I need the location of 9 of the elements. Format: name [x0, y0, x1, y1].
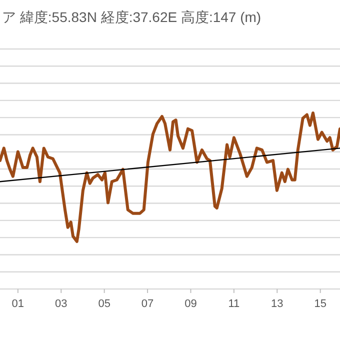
chart-title: ア 緯度:55.83N 経度:37.62E 高度:147 (m) — [2, 9, 262, 25]
x-tick-label: 13 — [271, 298, 284, 310]
x-tick-label: 01 — [12, 298, 24, 310]
x-tick-label: 15 — [314, 298, 326, 310]
x-tick-label: 11 — [228, 298, 240, 310]
x-tick-label: 03 — [55, 298, 68, 310]
x-tick-label: 09 — [184, 298, 197, 310]
x-tick-label: 07 — [141, 298, 154, 310]
x-tick-label: 05 — [98, 298, 110, 310]
